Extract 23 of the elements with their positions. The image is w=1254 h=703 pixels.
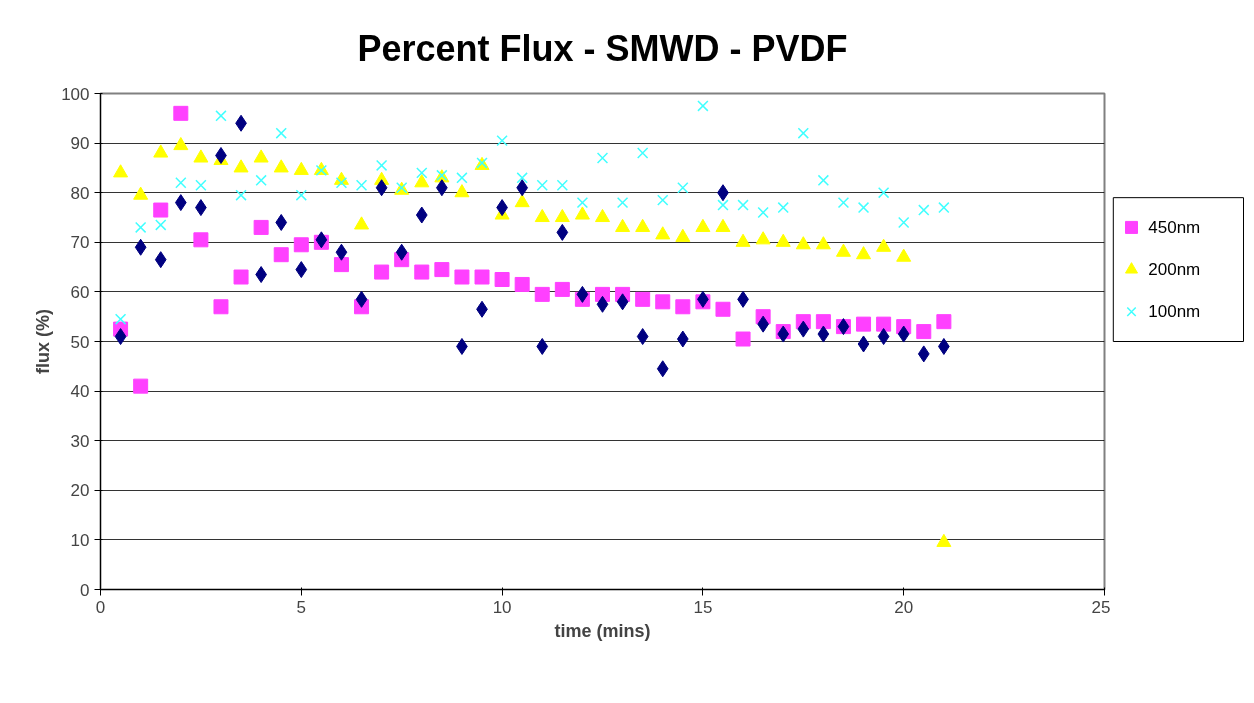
y-tick-label: 40	[70, 382, 90, 402]
y-tick-label: 90	[70, 134, 90, 154]
y-tick-label: 0	[80, 580, 90, 600]
legend-label: 450nm	[1148, 217, 1201, 237]
y-axis-title: flux (%)	[33, 309, 54, 374]
x-tick-label: 5	[296, 597, 307, 617]
y-tick-label: 100	[61, 84, 90, 104]
x-tick-label: 15	[693, 597, 713, 617]
chart-title: Percent Flux - SMWD - PVDF	[357, 27, 848, 69]
legend-label: 200nm	[1148, 260, 1201, 280]
y-tick-label: 60	[70, 282, 90, 302]
y-tick-label: 50	[70, 332, 90, 352]
y-tick-label: 80	[70, 183, 90, 203]
x-tick-label: 10	[492, 597, 512, 617]
y-tick-label: 70	[70, 233, 90, 253]
x-tick-label: 20	[894, 597, 914, 617]
x-tick-label: 0	[95, 597, 106, 617]
y-tick-label: 30	[70, 431, 90, 451]
y-tick-label: 10	[70, 530, 90, 550]
x-tick-label: 25	[1091, 597, 1111, 617]
y-tick-label: 20	[70, 481, 90, 501]
legend-label: 100nm	[1148, 302, 1201, 322]
x-axis-title: time (mins)	[554, 620, 651, 641]
